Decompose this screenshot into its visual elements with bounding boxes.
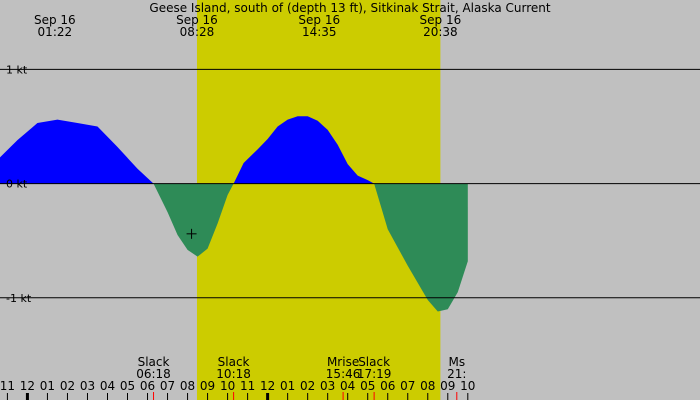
hour-tick-label-8: 07	[160, 379, 175, 393]
hour-tick-label-12: 11	[240, 379, 255, 393]
hour-tick-label-11: 10	[220, 379, 235, 393]
flood-area-0	[0, 119, 154, 184]
hour-tick-label-15: 02	[300, 379, 315, 393]
sun-event-time-2: 14:35	[302, 25, 337, 39]
crosshair-cursor	[186, 228, 197, 239]
sun-event-time-1: 08:28	[180, 25, 215, 39]
event-time-2: 15:46	[326, 367, 361, 381]
sun-event-time-3: 20:38	[423, 25, 458, 39]
hour-tick-label-20: 07	[400, 379, 415, 393]
event-label-0: Slack	[138, 355, 170, 369]
event-label-2: Mrise	[327, 355, 359, 369]
event-time-1: 10:18	[216, 367, 251, 381]
sun-event-date-1: Sep 16	[176, 13, 218, 27]
sun-event-time-0: 01:22	[38, 25, 73, 39]
reference-lines: 1 kt 0 kt -1 kt	[0, 63, 700, 305]
ebb-area-1	[153, 183, 234, 257]
sun-event-date-2: Sep 16	[298, 13, 340, 27]
hour-tick-label-1: 12	[20, 379, 35, 393]
hour-tick-label-18: 05	[360, 379, 375, 393]
event-label-3: Slack	[358, 355, 390, 369]
flood-area-2	[233, 116, 375, 184]
hour-tick-label-10: 09	[200, 379, 215, 393]
sun-event-date-0: Sep 16	[34, 13, 76, 27]
hour-tick-label-22: 09	[440, 379, 455, 393]
event-time-0: 06:18	[136, 367, 171, 381]
hour-tick-label-19: 06	[380, 379, 395, 393]
hour-tick-label-23: 10	[460, 379, 475, 393]
hour-tick-label-21: 08	[420, 379, 435, 393]
event-label-4: Ms	[448, 355, 465, 369]
hour-tick-label-16: 03	[320, 379, 335, 393]
hour-tick-label-5: 04	[100, 379, 115, 393]
event-time-3: 17:19	[357, 367, 392, 381]
sun-event-date-3: Sep 16	[420, 13, 462, 27]
ebb-area-3	[374, 183, 468, 312]
y-axis-label-0: 1 kt	[6, 63, 28, 76]
hour-tick-label-6: 05	[120, 379, 135, 393]
hour-tick-label-4: 03	[80, 379, 95, 393]
hour-tick-label-9: 08	[180, 379, 195, 393]
y-axis-label-2: -1 kt	[6, 292, 32, 305]
hour-tick-label-7: 06	[140, 379, 155, 393]
hour-tick-label-3: 02	[60, 379, 75, 393]
hour-tick-label-14: 01	[280, 379, 295, 393]
event-labels: Slack06:18Slack10:18Mrise15:46Slack17:19…	[136, 355, 466, 400]
y-axis-label-1: 0 kt	[6, 178, 28, 191]
hour-axis: 11 12 01 02 03 04 05 06 07 08 09 10 11 12 01 02 03 04 05 06…	[0, 379, 475, 400]
hour-tick-label-2: 01	[40, 379, 55, 393]
hour-tick-label-17: 04	[340, 379, 355, 393]
hour-tick-label-0: 11	[0, 379, 15, 393]
current-areas	[0, 116, 468, 312]
event-label-1: Slack	[218, 355, 250, 369]
event-time-4: 21:	[447, 367, 466, 381]
hour-tick-label-13: 12	[260, 379, 275, 393]
chart-title: Geese Island, south of (depth 13 ft), Si…	[149, 1, 550, 15]
